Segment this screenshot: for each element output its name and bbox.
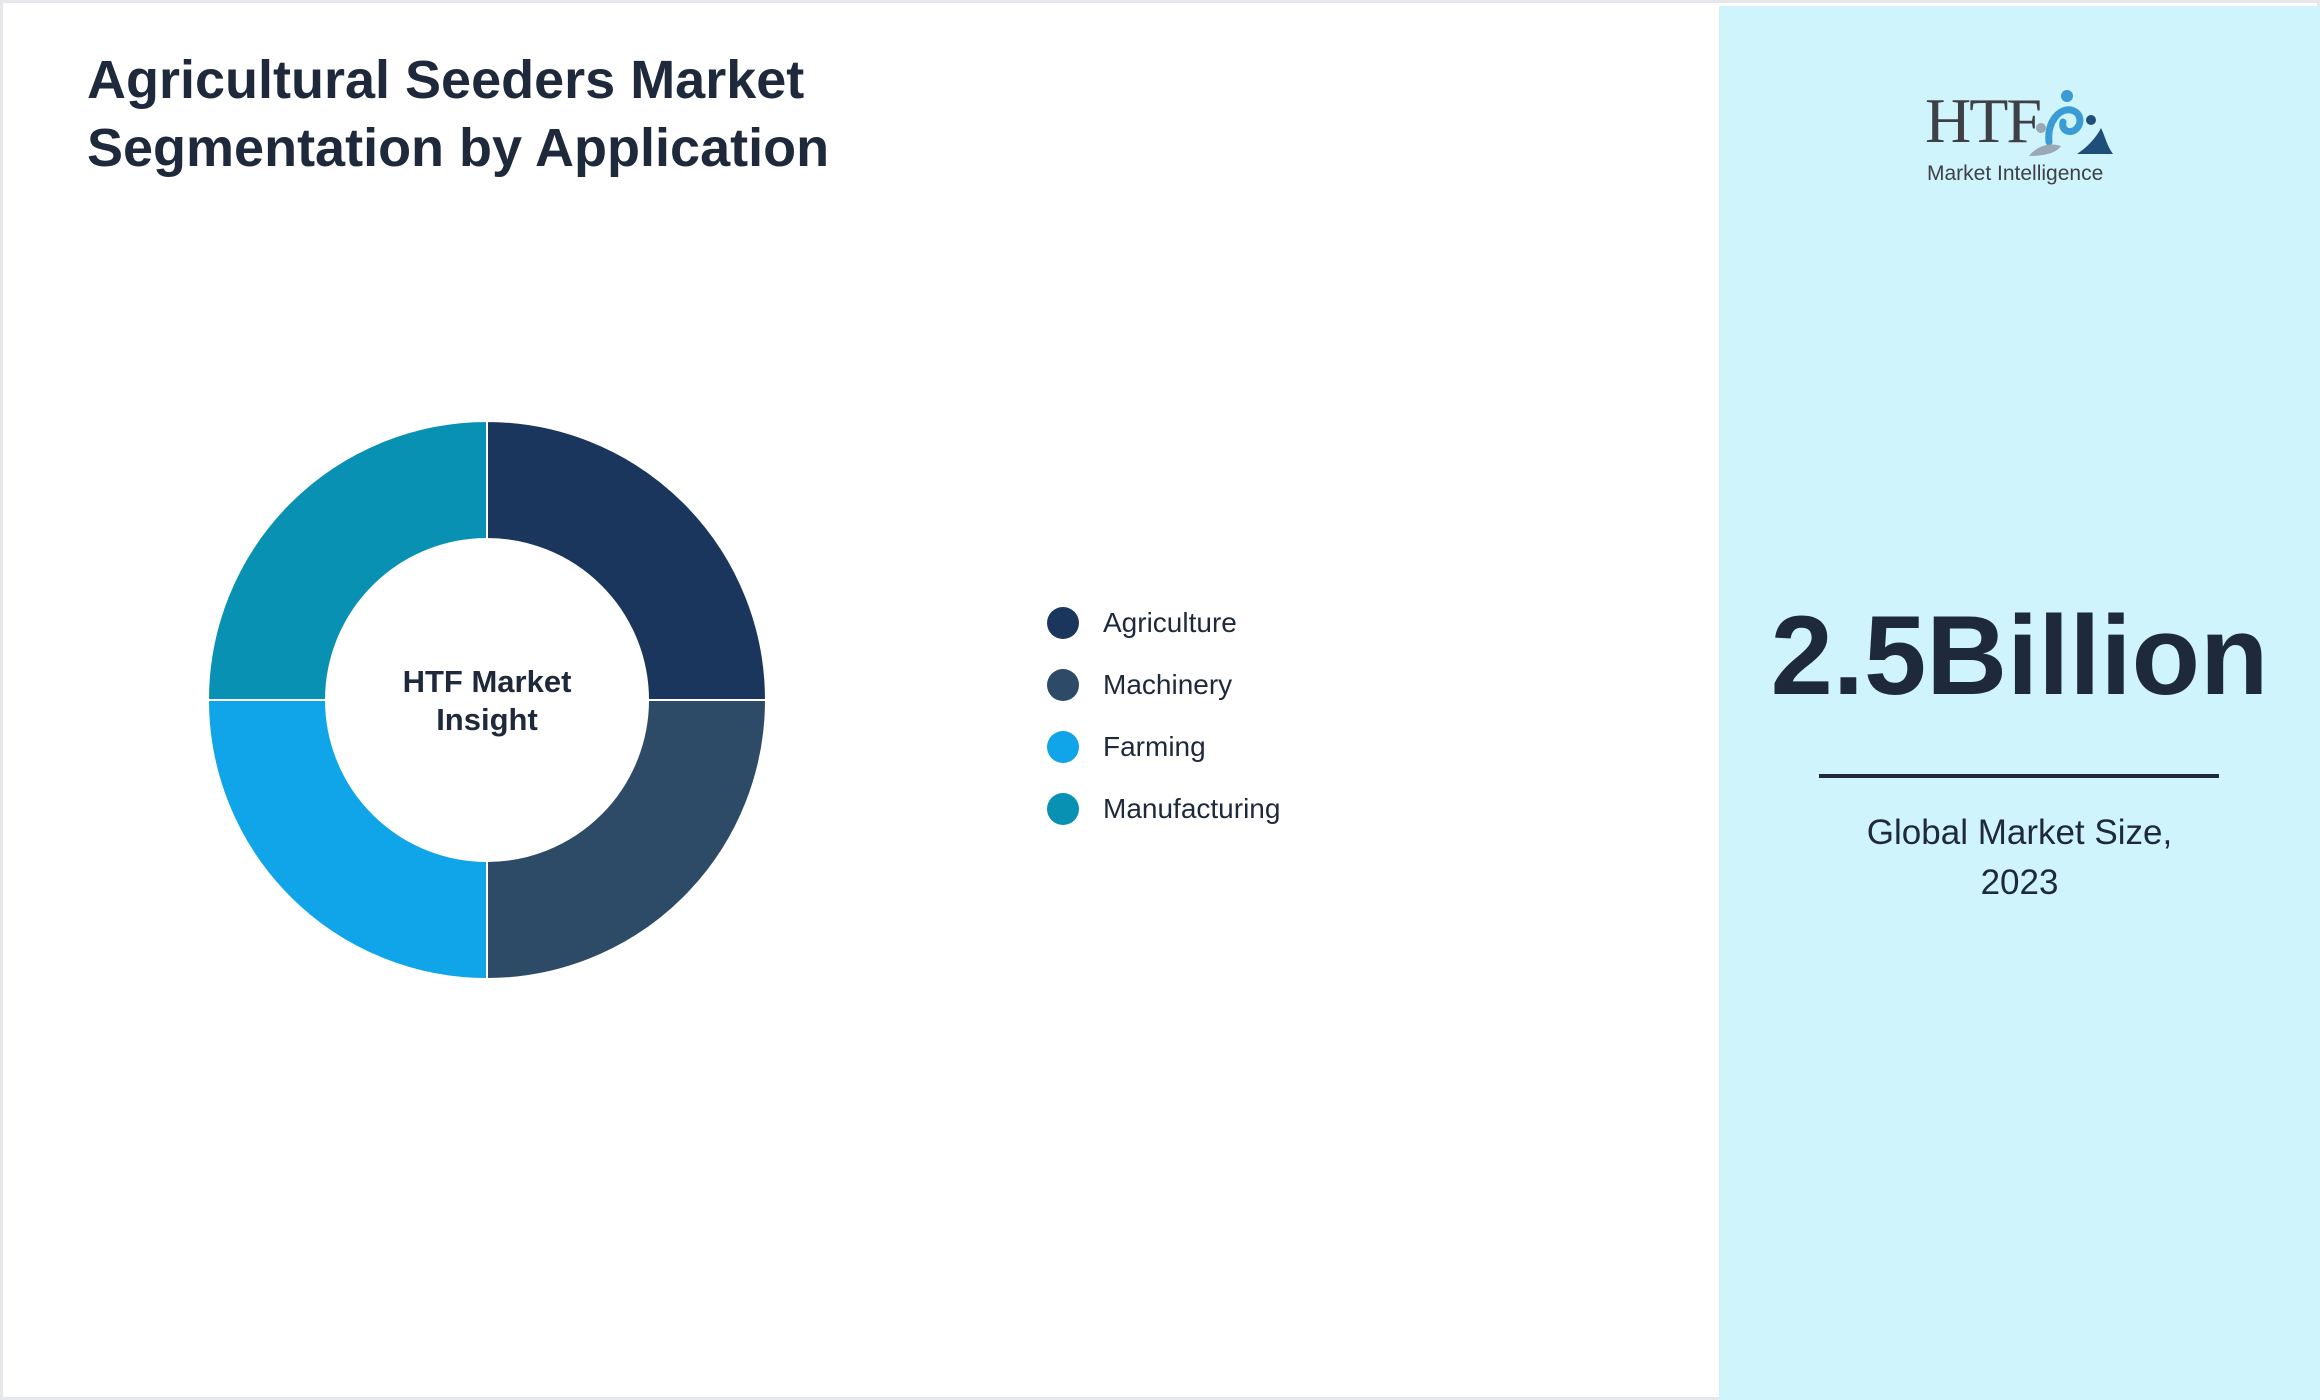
chart-title: Agricultural Seeders Market Segmentation… (87, 46, 987, 182)
logo-figures-icon (2029, 90, 2113, 156)
donut-center-label-line2: Insight (436, 702, 538, 737)
htf-logo: HTF Market Intelligence (1925, 84, 2115, 194)
legend-dot (1047, 793, 1079, 825)
divider-line (1819, 774, 2219, 778)
market-size-value: 2.5Billion (1770, 593, 2269, 718)
legend-dot (1047, 731, 1079, 763)
market-size-label: Global Market Size, 2023 (1719, 808, 2320, 908)
market-size-label-line1: Global Market Size, (1866, 813, 2173, 852)
legend-item: Manufacturing (1047, 778, 1280, 840)
market-size-label-line2: 2023 (1980, 863, 2059, 902)
legend-item: Farming (1047, 716, 1280, 778)
donut-slice-agriculture (486, 419, 768, 701)
legend-dot (1047, 607, 1079, 639)
donut-slice-manufacturing (206, 419, 488, 701)
chart-title-line1: Agricultural Seeders Market (87, 50, 805, 110)
donut-chart: HTF Market Insight (206, 419, 768, 981)
donut-slice-machinery (486, 699, 768, 981)
summary-sidebar: HTF Market Intelligence 2.5Billion Globa… (1719, 6, 2320, 1400)
legend-label: Agriculture (1103, 607, 1237, 638)
logo-subtitle: Market Intelligence (1927, 162, 2104, 185)
legend-label: Machinery (1103, 669, 1233, 700)
logo-wordmark: HTF (1925, 85, 2042, 156)
legend-dot (1047, 669, 1079, 701)
legend-item: Agriculture (1047, 592, 1280, 654)
legend-label: Manufacturing (1103, 793, 1281, 824)
chart-panel: Agricultural Seeders Market Segmentation… (6, 6, 1719, 1400)
donut-slice-farming (206, 699, 488, 981)
chart-title-line2: Segmentation by Application (87, 118, 830, 178)
legend-item: Machinery (1047, 654, 1280, 716)
chart-legend: Agriculture Machinery Farming Manufactur… (1047, 592, 1280, 840)
legend-label: Farming (1103, 731, 1206, 762)
donut-center-label-line1: HTF Market (403, 664, 572, 699)
